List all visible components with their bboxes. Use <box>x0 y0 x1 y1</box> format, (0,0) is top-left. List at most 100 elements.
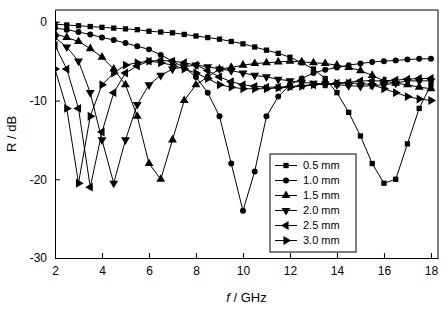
marker <box>203 66 211 75</box>
x-tick-label: 18 <box>425 264 439 278</box>
x-tick-mark <box>243 253 244 258</box>
legend-marker <box>283 163 288 168</box>
marker <box>381 181 386 186</box>
x-tick-mark <box>431 253 432 258</box>
marker <box>426 74 434 83</box>
plot: 24681012141618-30-20-1000.5 mm1.0 mm1.5 … <box>30 10 439 278</box>
marker <box>264 84 272 93</box>
marker <box>217 36 222 41</box>
marker <box>309 58 318 66</box>
marker <box>191 61 199 70</box>
marker <box>228 161 234 167</box>
marker <box>99 80 107 89</box>
marker <box>192 80 201 88</box>
marker <box>321 58 330 66</box>
marker <box>393 177 398 182</box>
marker <box>168 135 177 143</box>
x-tick-mark <box>337 253 338 258</box>
marker <box>263 113 269 119</box>
y-tick-label: 0 <box>40 15 47 29</box>
marker <box>182 32 187 37</box>
marker <box>134 43 140 49</box>
series <box>55 57 436 188</box>
legend-label: 3.0 mm <box>303 234 340 246</box>
legend-marker <box>281 221 289 230</box>
x-axis-line <box>56 258 439 259</box>
marker <box>393 57 399 63</box>
marker <box>250 73 259 81</box>
marker <box>135 27 140 32</box>
marker <box>287 83 295 92</box>
marker <box>333 60 342 68</box>
marker <box>76 179 84 188</box>
marker <box>55 65 60 74</box>
marker <box>393 88 401 97</box>
marker <box>193 33 198 38</box>
marker <box>239 60 248 68</box>
marker <box>120 69 128 78</box>
marker <box>215 66 224 74</box>
marker <box>146 57 154 66</box>
marker <box>76 23 81 28</box>
y-tick-label: -30 <box>30 251 48 265</box>
marker <box>123 26 128 31</box>
marker <box>170 61 178 70</box>
marker <box>309 81 318 89</box>
marker <box>180 95 189 103</box>
marker <box>111 69 119 78</box>
x-tick-label: 8 <box>193 264 200 278</box>
legend-marker <box>283 236 291 245</box>
marker <box>240 84 248 93</box>
marker <box>405 141 410 146</box>
marker <box>123 40 129 46</box>
marker <box>193 69 201 78</box>
series-line <box>55 38 431 184</box>
marker <box>170 30 175 35</box>
x-tick-mark <box>196 253 197 258</box>
y-tick-label: -20 <box>30 173 48 187</box>
marker <box>158 58 166 67</box>
series <box>55 22 434 186</box>
marker <box>405 92 413 101</box>
legend-marker <box>283 178 289 184</box>
x-tick-label: 12 <box>284 264 298 278</box>
x-axis-title: f / GHz <box>226 290 266 305</box>
marker <box>205 35 210 40</box>
marker <box>121 137 130 145</box>
marker <box>416 56 422 62</box>
marker <box>97 128 105 137</box>
legend-item: 3.0 mm <box>275 234 340 246</box>
marker <box>146 29 151 34</box>
x-tick: 4 <box>99 253 106 278</box>
marker <box>276 51 281 56</box>
legend-marker <box>282 190 291 198</box>
marker <box>74 59 83 67</box>
series <box>55 41 434 192</box>
x-tick-label: 14 <box>331 264 345 278</box>
legend-box <box>270 154 356 252</box>
x-tick-mark <box>149 253 150 258</box>
x-tick: 14 <box>331 253 345 278</box>
marker <box>240 208 246 214</box>
y-tick-label: -10 <box>30 94 48 108</box>
legend-item: 1.5 mm <box>275 189 340 201</box>
marker <box>346 79 354 88</box>
marker <box>99 35 105 41</box>
marker <box>381 58 387 64</box>
y-tick: -30 <box>30 251 60 265</box>
x-tick: 12 <box>284 253 298 278</box>
series <box>55 29 435 182</box>
marker <box>86 43 95 51</box>
marker <box>123 61 131 70</box>
marker <box>286 56 295 64</box>
x-tick-label: 4 <box>99 264 106 278</box>
marker <box>370 161 375 166</box>
series-line <box>55 45 431 187</box>
x-tick-mark <box>290 253 291 258</box>
y-tick: -20 <box>30 173 60 187</box>
legend-item: 1.0 mm <box>275 174 340 186</box>
marker <box>369 59 375 65</box>
marker <box>227 68 236 76</box>
marker <box>74 36 83 44</box>
marker <box>346 110 351 115</box>
